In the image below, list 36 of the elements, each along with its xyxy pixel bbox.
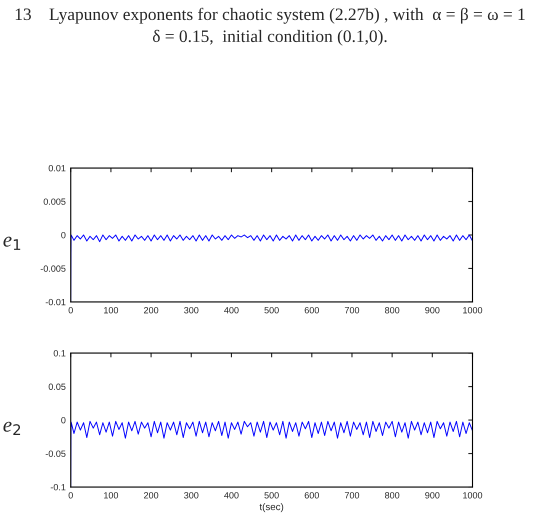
x-tick-label: 200 [144, 307, 158, 314]
y-tick-label: -0.005 [40, 265, 66, 272]
x-tick-label: 1000 [463, 307, 482, 314]
y-tick-label: 0.005 [44, 198, 66, 205]
x-tick-label: 700 [344, 307, 360, 314]
x-tick-label: 1000 [463, 492, 482, 499]
x-tick-label: 200 [144, 492, 158, 499]
y-tick-label: 0 [61, 232, 66, 238]
chart-title: 13 Lyapunov exponents for chaotic system (2.27b) , with α = β = ω = 1 δ = 0.15, initial condition (0.1,0). [16, 8, 525, 46]
x-tick-label: 800 [385, 492, 400, 499]
x-tick-label: 0 [68, 307, 73, 314]
x-tick-label: 600 [304, 307, 319, 314]
x-tick-label: 300 [184, 492, 198, 499]
x-tick-label: 700 [344, 492, 360, 499]
x-tick-label: 0 [68, 492, 73, 499]
y-tick-label: 0.1 [54, 350, 66, 356]
x-tick-label: 400 [224, 492, 239, 499]
y-tick-label: -0.05 [46, 450, 66, 457]
y-tick-label: -0.1 [50, 484, 66, 490]
x-tick-label: 100 [104, 307, 118, 314]
y-tick-label: 0 [61, 417, 66, 424]
y-axis-title: e$_{1}$ [3, 236, 20, 250]
y-tick-label: 0.01 [48, 164, 66, 172]
y-tick-label: 0.05 [48, 384, 66, 390]
x-tick-label: 500 [264, 307, 279, 314]
x-axis-title: t(sec) [260, 503, 284, 512]
x-tick-label: 900 [425, 307, 440, 314]
x-tick-label: 400 [224, 307, 239, 314]
x-tick-label: 900 [425, 492, 440, 499]
x-tick-label: 100 [104, 492, 118, 499]
x-tick-label: 300 [184, 307, 198, 314]
x-tick-label: 600 [304, 492, 319, 499]
y-tick-label: -0.01 [46, 298, 66, 306]
x-tick-label: 800 [385, 307, 400, 314]
y-axis-title: e$_{2}$ [3, 422, 20, 436]
x-tick-label: 500 [264, 492, 279, 499]
